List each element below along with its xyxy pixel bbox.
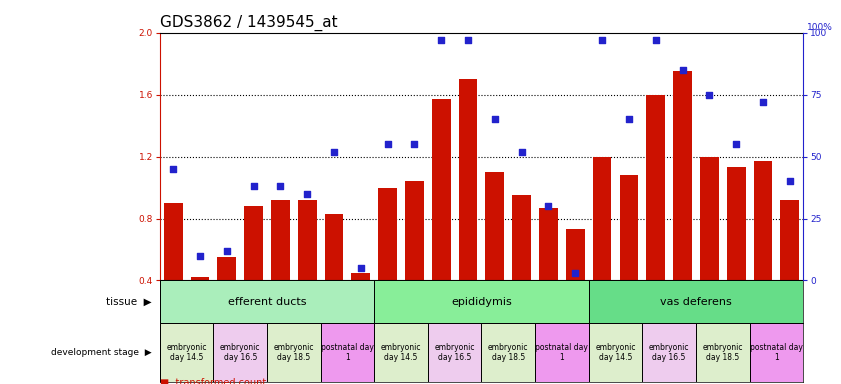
Point (729, 141, 743, 147)
Text: epididymis: epididymis (451, 296, 512, 306)
Text: GDS3862 / 1439545_at: GDS3862 / 1439545_at (160, 15, 337, 31)
Point (622, 116, 636, 122)
Bar (539, 208, 558, 280)
Point (542, 203, 555, 209)
Bar (428, 323, 481, 382)
Bar (298, 200, 316, 280)
Bar (320, 323, 374, 382)
Bar (374, 280, 589, 323)
Text: embryonic
day 14.5: embryonic day 14.5 (167, 343, 207, 362)
Bar (458, 79, 478, 280)
Point (756, 99, 770, 105)
Text: embryonic
day 14.5: embryonic day 14.5 (595, 343, 636, 362)
Bar (593, 157, 611, 280)
Bar (218, 257, 236, 280)
Text: postnatal day
1: postnatal day 1 (750, 343, 803, 362)
Bar (727, 167, 745, 280)
Bar (643, 323, 696, 382)
Point (676, 67, 690, 73)
Bar (214, 323, 267, 382)
Point (702, 91, 716, 98)
Text: embryonic
day 18.5: embryonic day 18.5 (488, 343, 528, 362)
Point (247, 183, 261, 189)
Bar (378, 187, 397, 280)
Bar (780, 200, 799, 280)
Bar (325, 214, 343, 280)
Point (649, 37, 663, 43)
Text: embryonic
day 16.5: embryonic day 16.5 (649, 343, 690, 362)
Bar (432, 99, 451, 280)
Bar (164, 203, 182, 280)
Bar (512, 195, 531, 280)
Point (300, 191, 314, 197)
Bar (352, 273, 370, 280)
Point (327, 149, 341, 155)
Bar (244, 206, 263, 280)
Point (569, 270, 582, 276)
Bar (754, 161, 772, 280)
Point (381, 141, 394, 147)
Text: postnatal day
1: postnatal day 1 (536, 343, 589, 362)
Bar (620, 175, 638, 280)
Text: vas deferens: vas deferens (660, 296, 732, 306)
Bar (271, 200, 290, 280)
Point (273, 183, 287, 189)
Bar (160, 323, 214, 382)
Bar (673, 71, 692, 280)
Bar (267, 323, 320, 382)
Bar (160, 280, 374, 323)
Text: ■  transformed count: ■ transformed count (160, 378, 266, 384)
Bar (696, 323, 749, 382)
Point (515, 149, 528, 155)
Bar (191, 277, 209, 280)
Bar (535, 323, 589, 382)
Bar (481, 323, 535, 382)
Point (435, 37, 448, 43)
Text: embryonic
day 14.5: embryonic day 14.5 (381, 343, 421, 362)
Bar (405, 181, 424, 280)
Point (595, 37, 609, 43)
Point (220, 248, 234, 254)
Text: embryonic
day 18.5: embryonic day 18.5 (273, 343, 314, 362)
Bar (589, 323, 643, 382)
Text: efferent ducts: efferent ducts (228, 296, 306, 306)
Point (783, 178, 796, 184)
Text: tissue  ▶: tissue ▶ (106, 296, 151, 306)
Text: embryonic
day 18.5: embryonic day 18.5 (702, 343, 743, 362)
Point (354, 265, 368, 271)
Bar (700, 157, 719, 280)
Bar (566, 229, 584, 280)
Point (193, 253, 207, 259)
Point (167, 166, 180, 172)
Bar (485, 172, 505, 280)
Bar (749, 323, 803, 382)
Text: embryonic
day 16.5: embryonic day 16.5 (220, 343, 261, 362)
Text: embryonic
day 16.5: embryonic day 16.5 (435, 343, 475, 362)
Point (408, 141, 421, 147)
Text: postnatal day
1: postnatal day 1 (321, 343, 374, 362)
Point (488, 116, 501, 122)
Bar (647, 94, 665, 280)
Text: 100%: 100% (807, 23, 833, 32)
Bar (374, 323, 428, 382)
Bar (589, 280, 803, 323)
Text: development stage  ▶: development stage ▶ (50, 348, 151, 357)
Point (462, 37, 475, 43)
